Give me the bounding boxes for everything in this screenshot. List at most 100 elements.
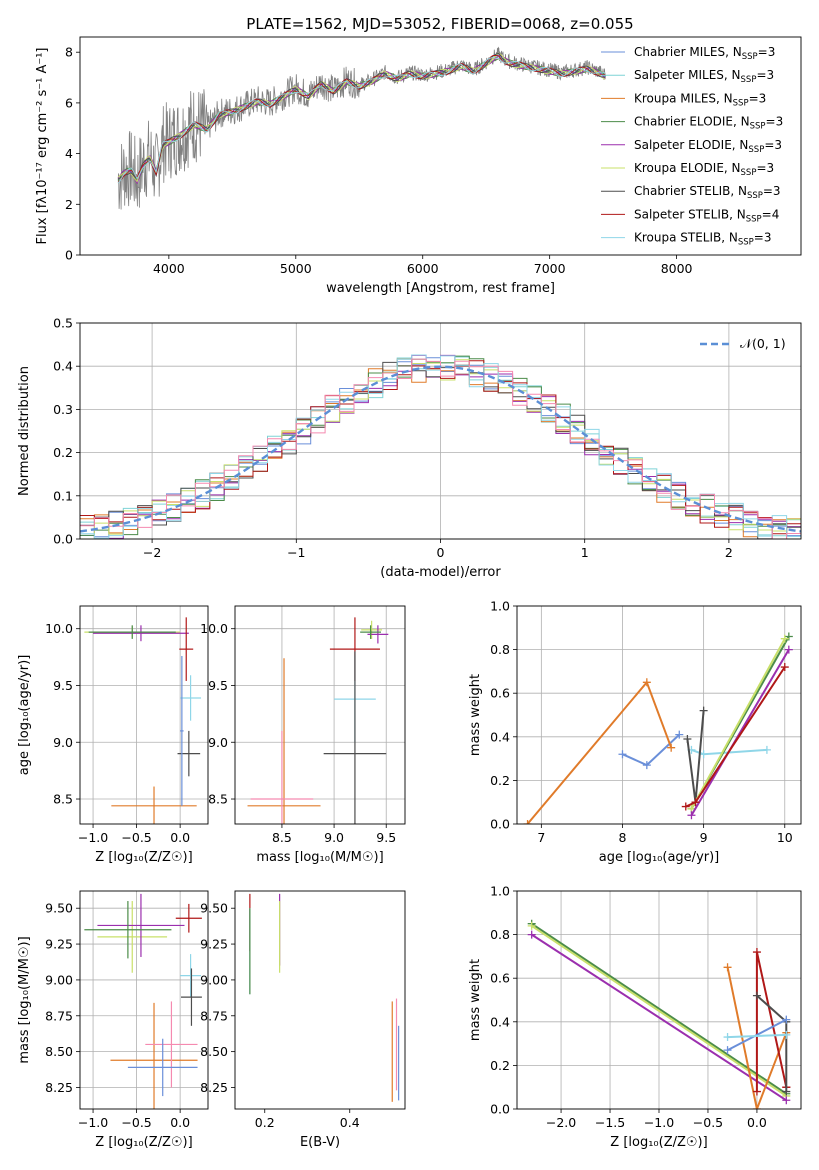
series-marker [723, 1046, 732, 1055]
panel-age-vs-mass: 8.5 9.0 9.5 8.5 9.0 9.5 10.0 mass [log₁₀(M/M☉)] [200, 605, 406, 865]
series-marker [527, 921, 536, 930]
x-tick-label: −1 [287, 545, 305, 560]
series-marker [752, 948, 761, 957]
legend-label: Salpeter ELODIE, NSSP=3 [634, 138, 782, 155]
y-tick-label: 9.0 [53, 735, 73, 750]
legend-label: Kroupa MILES, NSSP=3 [634, 91, 766, 108]
series-marker [683, 734, 692, 743]
x-tick-label: 5000 [280, 261, 312, 276]
x-axis-label: wavelength [Angstrom, rest frame] [326, 281, 555, 296]
series-line [531, 933, 787, 1102]
axes-frame [516, 890, 802, 1110]
axes-frame [234, 605, 406, 825]
series-marker [699, 706, 708, 715]
x-tick-label: 9.5 [376, 830, 396, 845]
x-tick-label: 0.4 [340, 1115, 360, 1130]
axes-frame [79, 890, 209, 1110]
errorbar-point [323, 651, 387, 824]
x-tick-label: 9 [700, 830, 708, 845]
y-tick-label: 0.2 [490, 773, 510, 788]
y-axis-label: Flux [fλ10⁻¹⁷ erg cm⁻² s⁻¹ A⁻¹] [35, 48, 50, 245]
x-tick-label: −1.5 [595, 1115, 625, 1130]
model-line [117, 57, 606, 184]
x-axis-label: mass [log₁₀(M/M☉)] [256, 850, 383, 865]
axes-frame [79, 322, 802, 540]
series-line [690, 638, 786, 810]
series-line [726, 967, 788, 1109]
legend-label: Kroupa ELODIE, NSSP=3 [634, 161, 774, 178]
errorbar-point [180, 655, 184, 806]
series-marker [782, 1096, 791, 1105]
series-marker [699, 750, 708, 759]
model-line [117, 54, 606, 183]
x-tick-label: −0.5 [693, 1115, 723, 1130]
y-tick-label: 9.0 [208, 735, 228, 750]
x-axis-label: E(B-V) [300, 1135, 340, 1150]
x-axis-label: Z [log₁₀(Z/Z☉)] [95, 1135, 192, 1150]
errorbar-point [250, 730, 314, 824]
series-line [531, 922, 787, 1095]
errorbar-point [127, 1038, 198, 1097]
y-tick-label: 1.0 [490, 884, 510, 899]
normal-curve [80, 365, 801, 533]
x-tick-label: −1.0 [78, 1115, 108, 1130]
legend-label: Salpeter MILES, NSSP=3 [634, 68, 774, 85]
observed-spectrum [117, 46, 606, 210]
x-tick-label: 6000 [407, 261, 439, 276]
plot-area [117, 46, 606, 210]
legend-label: Chabrier STELIB, NSSP=3 [634, 184, 781, 201]
x-tick-label: −0.5 [121, 1115, 151, 1130]
y-axis-label: Normed distribution [17, 366, 32, 496]
y-tick-label: 8 [65, 45, 73, 60]
panel-massweight-vs-age: 7 8 9 10 0.0 0.2 0.4 0.6 0.8 1.0 age [log₁₀(age/yr… [468, 599, 802, 865]
x-tick-label: 0.0 [747, 1115, 767, 1130]
panel-age-vs-Z: −1.0 −0.5 0.0 8.5 9.0 9.5 10.0 Z [log₁₀(Z/Z☉)] a… [17, 605, 209, 865]
y-tick-label: 8.25 [45, 1080, 73, 1095]
errorbar-point [93, 625, 189, 642]
series-marker [723, 1033, 732, 1042]
panel-mass-vs-Z: −1.0 −0.5 0.0 8.25 8.50 8.75 9.00 9.25 9.50 Z [lo… [17, 890, 209, 1150]
y-tick-label: 1.0 [490, 599, 510, 614]
y-tick-label: 0.2 [53, 445, 73, 460]
y-tick-label: 0.4 [490, 729, 510, 744]
y-tick-label: 10.0 [45, 621, 73, 636]
axes-frame [79, 605, 209, 825]
y-tick-label: 0.4 [53, 359, 73, 374]
y-tick-label: 0.4 [490, 1014, 510, 1029]
plot-area [84, 893, 202, 1109]
y-tick-label: 9.25 [200, 937, 228, 952]
y-tick-label: 6 [65, 95, 73, 110]
series-marker [752, 991, 761, 1000]
plot-area [84, 617, 202, 824]
series-marker [784, 645, 793, 654]
plot-area [80, 354, 801, 539]
errorbar-point [111, 786, 197, 824]
x-tick-label: 0.0 [170, 1115, 190, 1130]
x-tick-label: 0.2 [255, 1115, 275, 1130]
series-line [531, 925, 787, 1097]
series-marker [780, 663, 789, 672]
errorbar-point [145, 1001, 198, 1088]
series-marker [642, 678, 651, 687]
axes-frame [234, 890, 406, 1110]
panel-spectrum: 4000 5000 6000 7000 8000 0 2 4 6 8 wavelength [Ang… [35, 36, 802, 296]
axes-frame [79, 36, 802, 256]
y-tick-label: 4 [65, 146, 73, 161]
y-tick-label: 9.00 [200, 972, 228, 987]
panel-mass-vs-ebv: 0.2 0.4 8.25 8.50 8.75 9.00 9.25 9.50 E(B-V) [200, 890, 406, 1150]
y-tick-label: 0.1 [53, 488, 73, 503]
y-axis-label: age [log₁₀(age/yr)] [17, 655, 32, 776]
legend-label: Salpeter STELIB, NSSP=4 [634, 207, 779, 224]
y-tick-label: 8.50 [200, 1044, 228, 1059]
y-tick-label: 8.75 [200, 1008, 228, 1023]
errorbar-point [247, 658, 321, 824]
x-axis-label: Z [log₁₀(Z/Z☉)] [610, 1135, 707, 1150]
y-axis-label: mass [log₁₀(M/M☉)] [17, 936, 32, 1063]
series-marker [723, 963, 732, 972]
y-tick-label: 0.2 [490, 1058, 510, 1073]
y-axis-label: mass weight [468, 959, 483, 1041]
series-marker [752, 1105, 761, 1109]
x-tick-label: 8000 [661, 261, 693, 276]
series-marker [784, 632, 793, 641]
series-marker [782, 1015, 791, 1024]
